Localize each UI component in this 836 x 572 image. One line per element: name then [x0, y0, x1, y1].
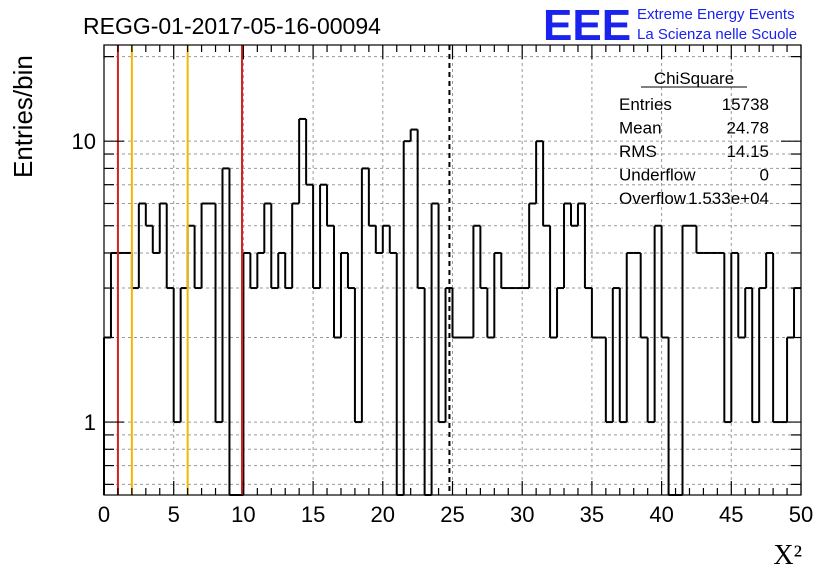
- tick-labels: 0 5 10 15 20 25 30 35 40 45 50 1 10: [72, 129, 814, 527]
- reference-lines: [116, 45, 451, 495]
- stats-value: 24.78: [726, 119, 769, 138]
- logo-line-1: Extreme Energy Events: [637, 6, 795, 23]
- eee-logo: EEE Extreme Energy Events La Scienza nel…: [543, 1, 797, 50]
- axis-ticks: [103, 45, 802, 495]
- x-tick-label: 50: [789, 502, 813, 527]
- stats-label: Overflow: [619, 189, 687, 208]
- stats-label: Underflow: [619, 166, 696, 185]
- y-axis-label: Entries/bin: [8, 55, 38, 178]
- stats-value: 0: [760, 166, 769, 185]
- x-tick-label: 40: [649, 502, 673, 527]
- x-tick-label: 25: [440, 502, 464, 527]
- x-tick-label: 10: [231, 502, 255, 527]
- stats-box: ChiSquare Entries 15738 Mean 24.78 RMS 14.15 U…: [619, 69, 769, 208]
- stats-value: 15738: [722, 95, 769, 114]
- x-tick-label: 15: [301, 502, 325, 527]
- chart-title: REGG-01-2017-05-16-00094: [83, 13, 381, 39]
- x-tick-label: 5: [168, 502, 180, 527]
- stats-label: RMS: [619, 142, 657, 161]
- x-tick-label: 45: [719, 502, 743, 527]
- histogram: [103, 117, 801, 496]
- x-tick-label: 20: [371, 502, 395, 527]
- x-tick-label: 35: [580, 502, 604, 527]
- x-tick-label: 30: [510, 502, 534, 527]
- stats-title: ChiSquare: [654, 69, 734, 88]
- stats-value: 14.15: [726, 142, 769, 161]
- y-tick-label: 10: [72, 129, 96, 154]
- stats-label: Mean: [619, 119, 662, 138]
- x-tick-label: 0: [98, 502, 110, 527]
- logo-line-2: La Scienza nelle Scuole: [637, 26, 797, 43]
- logo-mark: EEE: [543, 1, 631, 50]
- y-tick-label: 1: [84, 410, 96, 435]
- stats-label: Entries: [619, 95, 672, 114]
- x-axis-label: X²: [773, 540, 802, 571]
- grid: [104, 45, 801, 495]
- stats-value: 1.533e+04: [688, 189, 769, 208]
